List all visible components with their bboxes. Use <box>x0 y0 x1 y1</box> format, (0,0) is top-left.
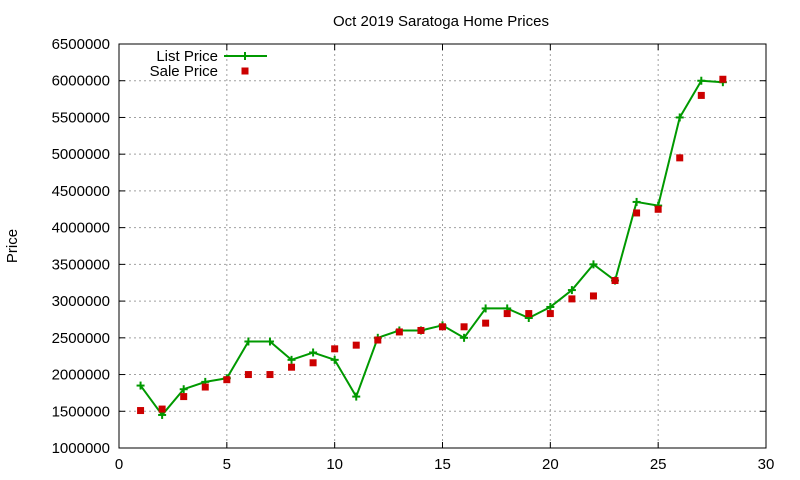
y-tick-label: 2000000 <box>52 367 110 384</box>
data-point <box>137 407 145 415</box>
data-point <box>244 371 252 379</box>
data-point <box>352 392 361 401</box>
data-point <box>309 359 317 367</box>
data-point <box>525 310 533 318</box>
data-point <box>546 302 555 311</box>
data-point <box>223 376 231 384</box>
data-point <box>417 326 425 334</box>
data-point <box>632 197 641 206</box>
data-point <box>481 304 490 313</box>
data-point <box>633 209 641 217</box>
data-point <box>567 286 576 295</box>
legend-marker <box>241 67 249 75</box>
y-tick-label: 1000000 <box>52 440 110 457</box>
data-point <box>352 341 360 349</box>
data-point <box>179 385 188 394</box>
series-list-price <box>136 76 727 419</box>
data-point <box>611 277 619 285</box>
y-tick-label: 2500000 <box>52 330 110 347</box>
series-layer <box>136 75 727 419</box>
series-sale-price <box>137 75 727 415</box>
data-point <box>676 154 684 162</box>
x-tick-label: 30 <box>758 456 775 473</box>
y-tick-label: 3000000 <box>52 293 110 310</box>
data-point <box>589 292 597 300</box>
data-point <box>460 323 468 331</box>
y-tick-label: 6500000 <box>52 36 110 53</box>
data-point <box>589 260 598 269</box>
data-point <box>719 75 727 83</box>
data-point <box>265 337 274 346</box>
y-tick-label: 6000000 <box>52 73 110 90</box>
data-point <box>331 345 339 353</box>
data-point <box>503 310 511 318</box>
chart-title: Oct 2019 Saratoga Home Prices <box>333 13 549 30</box>
y-tick-label: 5000000 <box>52 146 110 163</box>
data-point <box>136 381 145 390</box>
y-tick-label: 4500000 <box>52 183 110 200</box>
data-point <box>654 205 662 213</box>
x-tick-label: 20 <box>542 456 559 473</box>
data-point <box>675 113 684 122</box>
data-point <box>266 371 274 379</box>
plot-frame <box>118 43 767 449</box>
y-tick-label: 5500000 <box>52 109 110 126</box>
data-point <box>482 319 490 327</box>
data-point <box>330 355 339 364</box>
legend-marker <box>241 52 249 60</box>
x-tick-label: 15 <box>434 456 451 473</box>
data-point <box>287 355 296 364</box>
data-point <box>158 405 166 413</box>
y-tick-label: 4000000 <box>52 220 110 237</box>
gridlines <box>119 44 766 448</box>
data-point <box>395 328 403 336</box>
data-point <box>180 393 188 401</box>
x-tick-label: 25 <box>650 456 667 473</box>
data-point <box>460 333 469 342</box>
data-point <box>309 348 318 357</box>
x-tick-label: 5 <box>223 456 231 473</box>
data-point <box>201 383 209 391</box>
x-tick-label: 0 <box>115 456 123 473</box>
data-point <box>439 323 446 331</box>
y-axis-label: Price <box>4 229 21 263</box>
data-point <box>374 336 382 344</box>
data-point <box>697 91 705 99</box>
legend-label: List Price <box>156 48 218 65</box>
data-point <box>697 76 706 85</box>
data-point <box>546 310 554 318</box>
y-tick-label: 3500000 <box>52 256 110 273</box>
data-point <box>568 295 576 303</box>
data-point <box>288 363 296 371</box>
x-tick-label: 10 <box>326 456 343 473</box>
data-point <box>244 337 253 346</box>
y-tick-label: 1500000 <box>52 403 110 420</box>
series-line <box>139 79 723 416</box>
legend-label: Sale Price <box>150 63 218 80</box>
axis-ticks: 0 5 10 15 20 25 30 1000000 1500000 2000000 2500000… <box>52 36 775 473</box>
